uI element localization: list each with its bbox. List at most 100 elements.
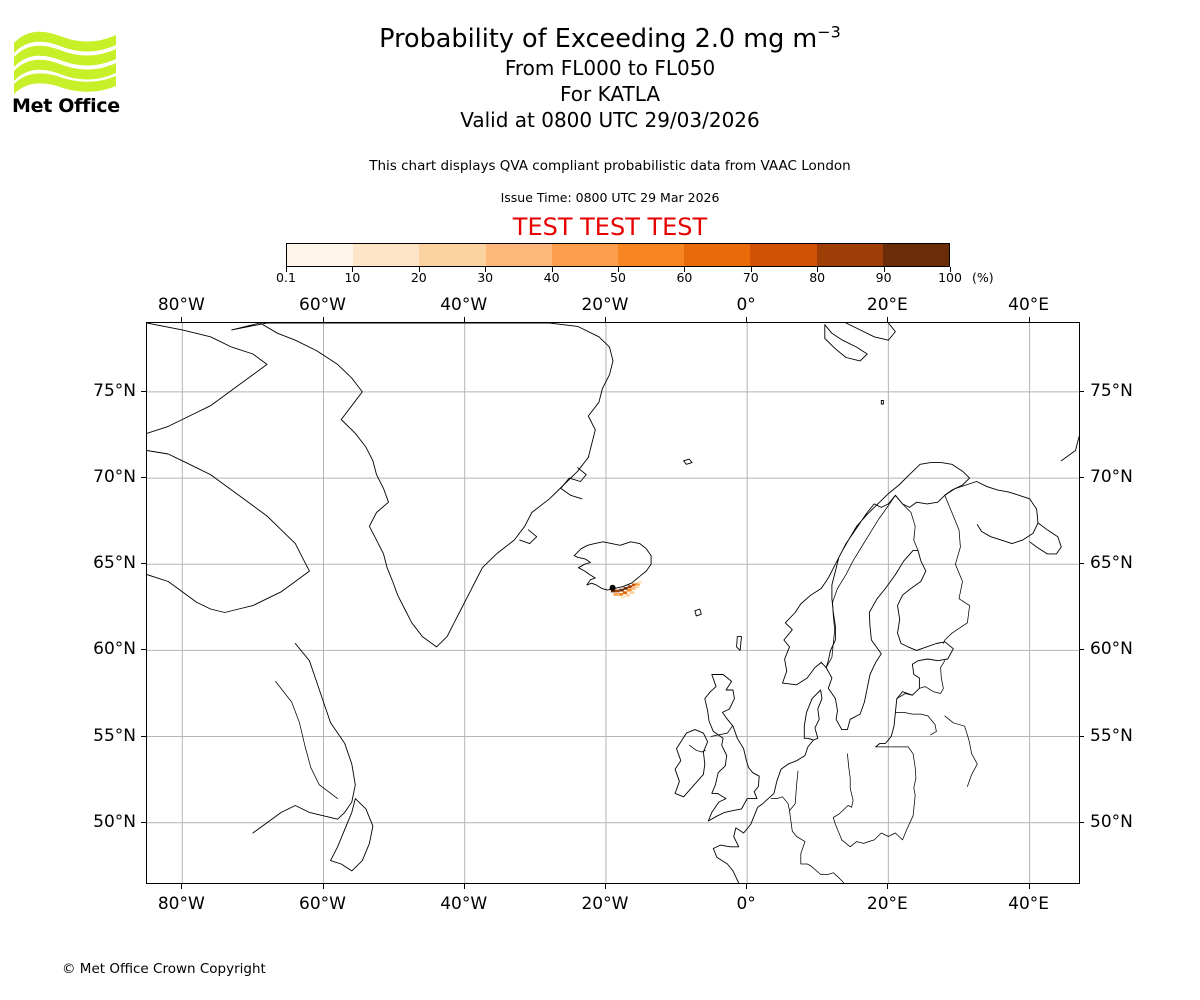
axis-tick <box>141 821 146 823</box>
ash-cell-12 <box>634 585 640 589</box>
coastline-path-3 <box>573 541 652 591</box>
border-path-14 <box>710 725 733 737</box>
lon-label-top-0: 80°W <box>157 295 205 315</box>
coastline-path-11 <box>674 729 709 798</box>
map-canvas <box>147 323 1079 883</box>
coastline-path-9 <box>1029 522 1062 555</box>
coastline-path-10 <box>704 674 760 822</box>
coastline-path-15 <box>147 323 268 434</box>
axis-tick <box>1079 390 1084 392</box>
axis-tick <box>604 884 606 889</box>
border-path-3 <box>807 737 814 741</box>
axis-tick <box>141 649 146 651</box>
lon-label-bottom-6: 40°E <box>1008 894 1049 914</box>
lon-label-bottom-2: 40°W <box>440 894 488 914</box>
axis-tick <box>1079 477 1084 479</box>
border-path-2 <box>943 494 970 644</box>
title-flight-levels: From FL000 to FL050 <box>504 56 716 80</box>
colorbar-tick <box>950 267 951 272</box>
lat-label-right-3: 65°N <box>1090 553 1133 574</box>
border-path-10 <box>789 770 812 867</box>
colorbar-segment-8 <box>816 244 883 266</box>
axis-tick <box>746 884 748 889</box>
colorbar-tick-label: 90 <box>875 270 892 285</box>
colorbar-segment-4 <box>551 244 619 266</box>
lat-label-left-1: 55°N <box>93 725 136 746</box>
lon-label-top-4: 0° <box>736 295 756 315</box>
ash-cell-6 <box>635 582 640 586</box>
page-title-exponent: −3 <box>817 22 841 42</box>
colorbar-segment-9 <box>882 244 950 266</box>
colorbar-tick-label: 70 <box>742 270 759 285</box>
border-path-4 <box>847 753 854 808</box>
border-path-9 <box>832 805 908 848</box>
colorbar-tick <box>684 267 686 272</box>
lat-label-right-5: 75°N <box>1090 380 1133 401</box>
colorbar-segment-1 <box>353 244 420 266</box>
map-plot-area[interactable] <box>146 322 1080 884</box>
ash-cell-7 <box>613 593 618 596</box>
volcano-marker-katla <box>609 584 616 591</box>
axis-tick <box>1028 317 1030 322</box>
page-title-text: Probability of Exceeding 2.0 mg m <box>379 24 818 54</box>
lat-label-left-2: 60°N <box>93 639 136 660</box>
title-volcano: For KATLA <box>560 82 660 106</box>
map-gridlines <box>147 323 1079 883</box>
coastline-path-8 <box>944 481 1039 545</box>
axis-tick <box>322 884 324 889</box>
colorbar-segment-6 <box>684 244 751 266</box>
border-path-15 <box>688 744 706 753</box>
issue-time: Issue Time: 0800 UTC 29 Mar 2026 <box>500 190 720 205</box>
lon-label-top-3: 20°W <box>581 295 629 315</box>
coastline-path-14 <box>712 768 782 883</box>
colorbar-tick-label: 10 <box>344 270 361 285</box>
lat-label-right-4: 70°N <box>1090 467 1133 488</box>
copyright-notice: © Met Office Crown Copyright <box>62 961 266 977</box>
colorbar-tick <box>418 267 420 272</box>
lon-label-bottom-1: 60°W <box>299 894 346 914</box>
title-valid-time: Valid at 0800 UTC 29/03/2026 <box>460 108 760 132</box>
colorbar-ticks <box>286 267 951 273</box>
lat-label-left-3: 65°N <box>93 553 136 574</box>
colorbar-tick-label: 50 <box>610 270 626 285</box>
colorbar-tick <box>551 267 553 272</box>
probability-colorbar <box>286 243 950 267</box>
ash-cell-9 <box>622 591 628 595</box>
axis-tick <box>463 317 465 322</box>
colorbar-tick-labels: 0.1 10 20 30 40 50 60 70 80 90 100 <box>276 270 962 288</box>
page-title: Probability of Exceeding 2.0 mg m−3 <box>150 24 1070 55</box>
axis-tick <box>1079 735 1084 737</box>
axis-tick <box>1028 884 1030 889</box>
coastline-path-4 <box>845 323 896 341</box>
axis-tick <box>746 317 748 322</box>
colorbar-tick <box>750 267 752 272</box>
ash-cell-13 <box>620 595 626 599</box>
test-banner: TEST TEST TEST <box>512 213 708 241</box>
coastline-path-6 <box>782 462 971 686</box>
ash-cell-0 <box>610 589 616 593</box>
lon-label-top-5: 20°E <box>866 295 908 315</box>
lon-label-bottom-3: 20°W <box>581 894 629 914</box>
axis-tick <box>181 884 183 889</box>
ash-cell-16 <box>637 580 642 584</box>
coastline-path-5 <box>824 324 868 362</box>
border-path-13 <box>810 865 845 883</box>
coastline-path-1 <box>560 467 587 500</box>
colorbar-segment-3 <box>485 244 552 266</box>
lon-label-bottom-4: 0° <box>736 894 756 914</box>
lon-label-bottom-0: 80°W <box>157 894 205 914</box>
met-office-logo: Met Office <box>12 26 120 116</box>
lon-label-top-2: 40°W <box>440 295 488 315</box>
border-path-12 <box>770 796 790 811</box>
coastlines <box>147 323 1079 883</box>
border-path-11 <box>906 787 916 830</box>
lat-label-right-1: 55°N <box>1090 725 1133 746</box>
ash-cell-5 <box>632 583 637 587</box>
lon-label-top-6: 40°E <box>1008 295 1049 315</box>
axis-tick <box>1079 649 1084 651</box>
colorbar-tick-label: 40 <box>543 270 560 285</box>
colorbar-segment-5 <box>618 244 685 266</box>
lon-label-bottom-5: 20°E <box>866 894 908 914</box>
axis-tick <box>463 884 465 889</box>
border-path-16 <box>944 715 978 787</box>
